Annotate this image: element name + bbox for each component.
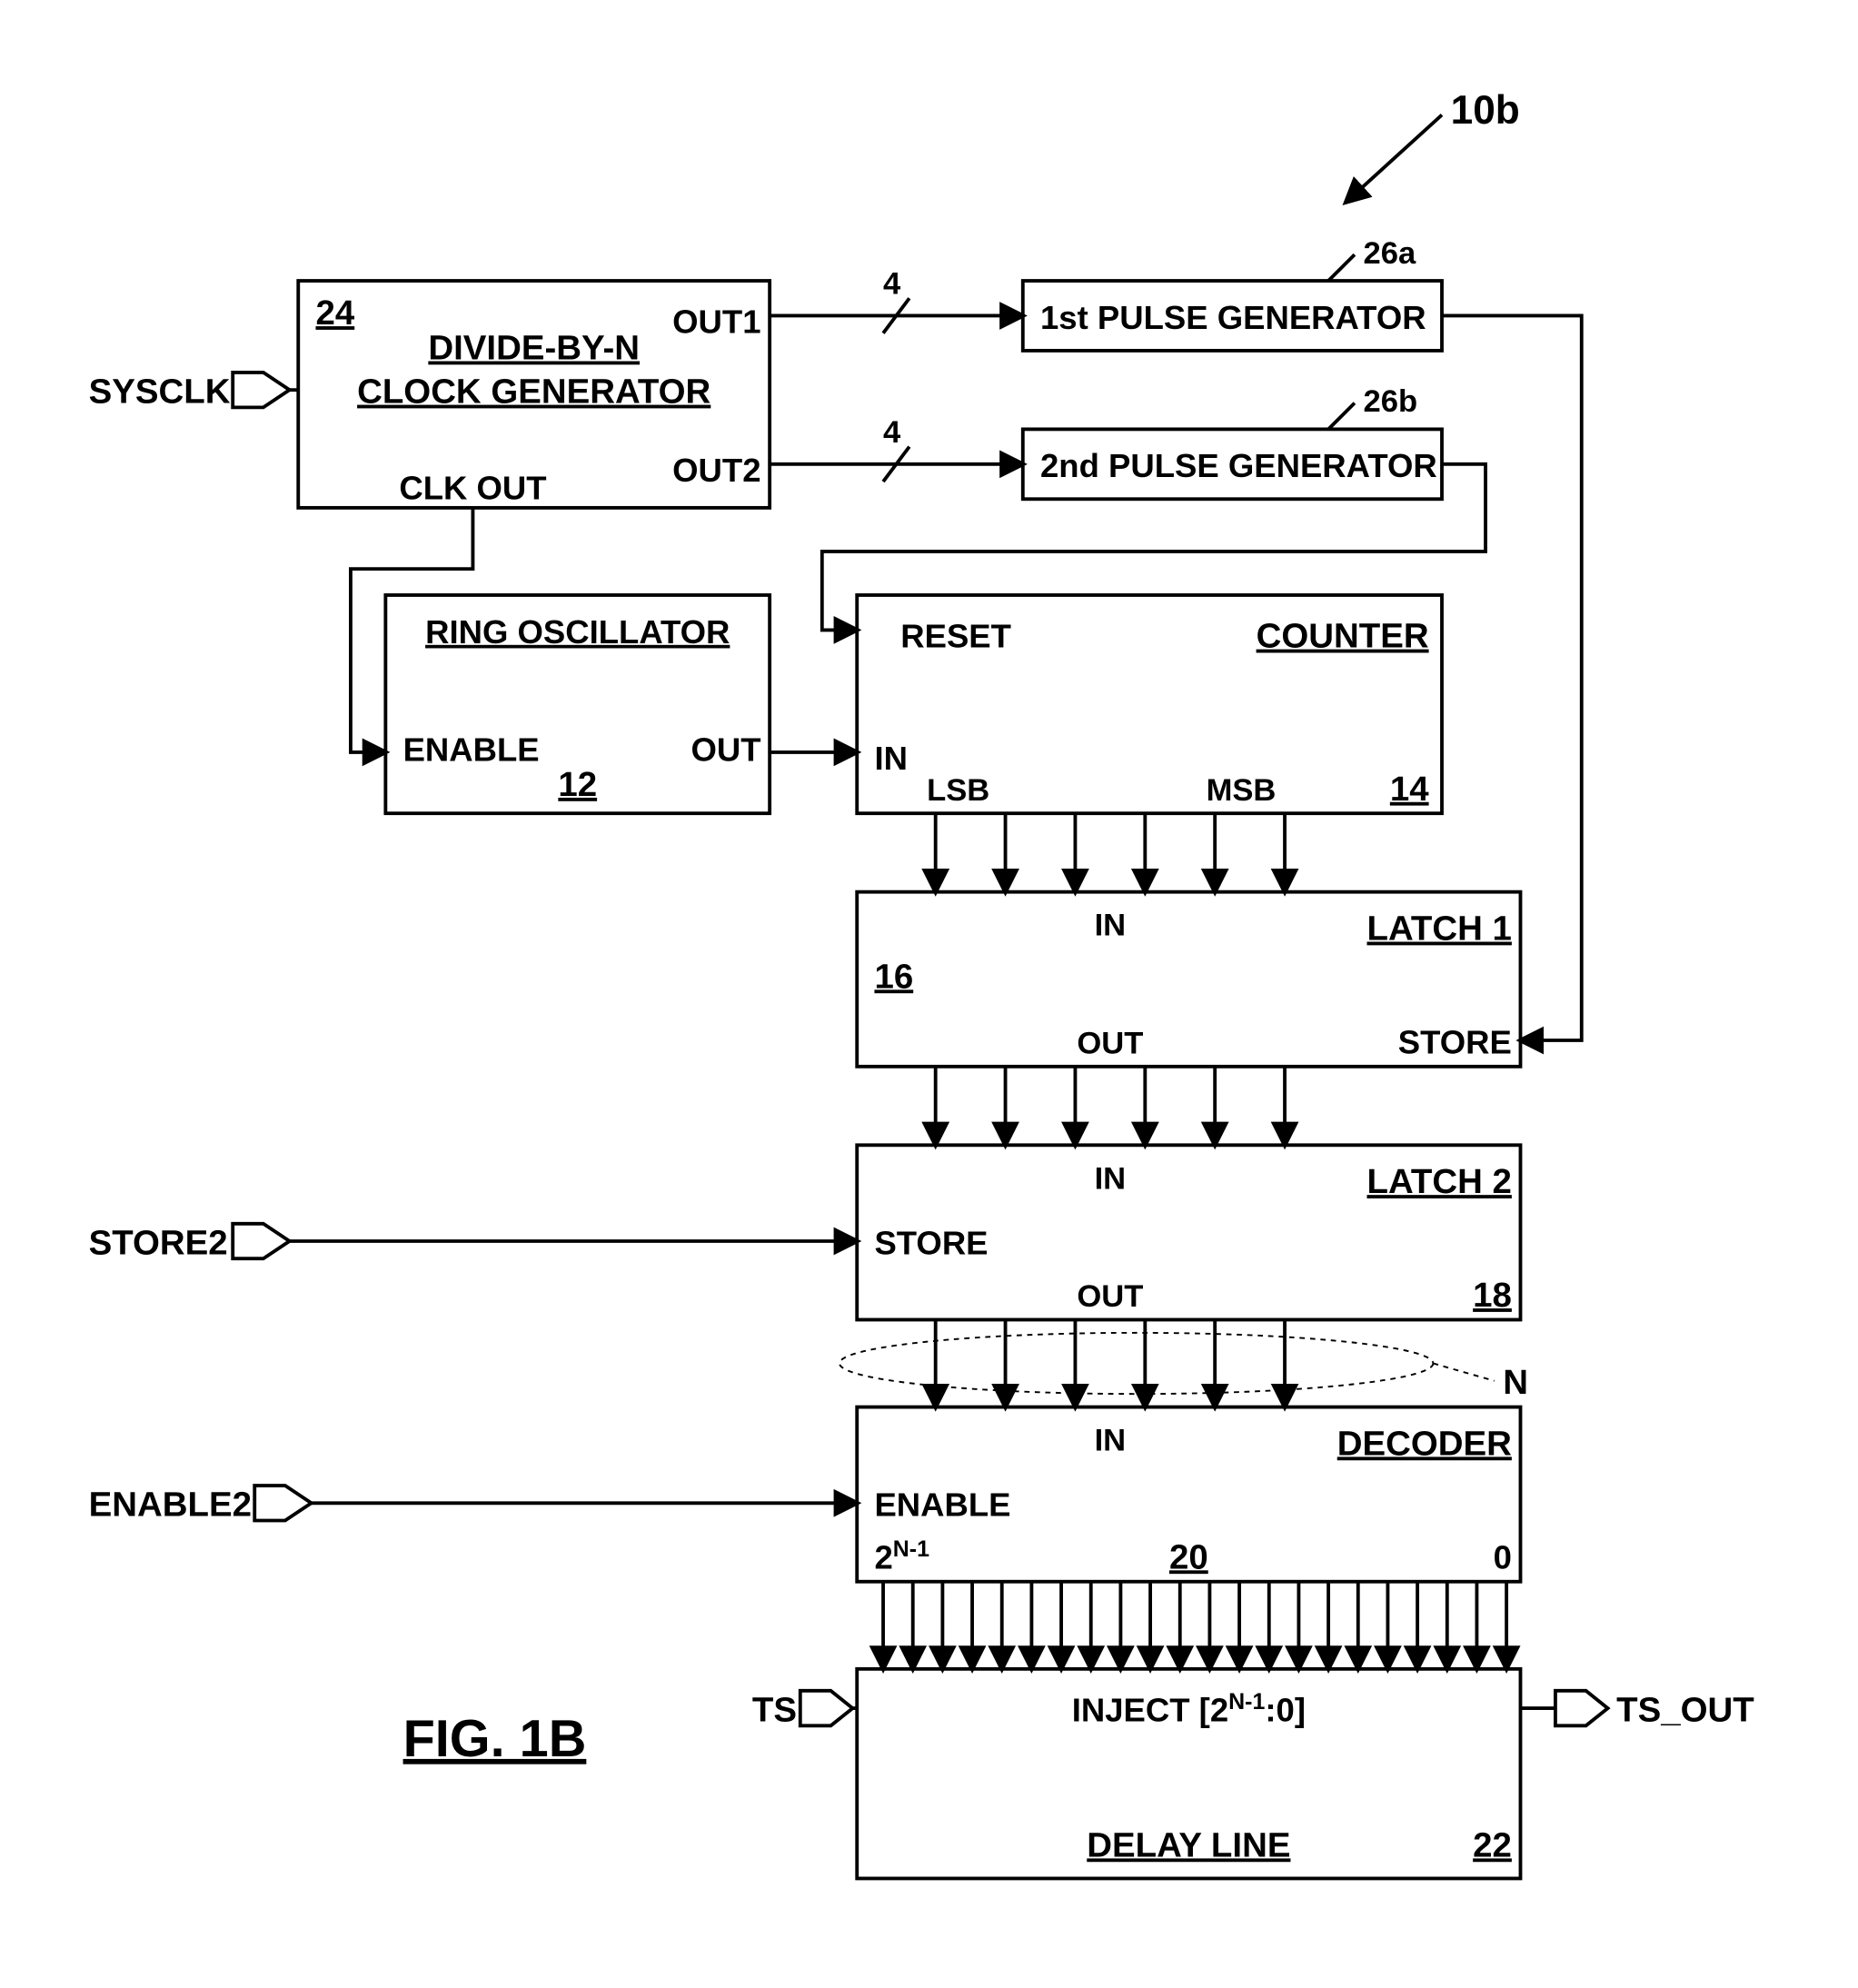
divider-ref: 24 [315,293,354,333]
counter-to-latch1-arrows [936,813,1285,891]
latch2-in: IN [1095,1161,1127,1196]
ring-out: OUT [691,731,760,769]
ts-label: TS [752,1690,797,1729]
ring-enable: ENABLE [403,731,540,769]
divider-out1: OUT1 [672,303,760,341]
divider-out2: OUT2 [672,452,760,489]
latch1-out: OUT [1077,1026,1143,1060]
counter-lsb: LSB [927,773,989,808]
bus-n: N [1503,1363,1528,1402]
figure-label: FIG. 1B [403,1710,587,1768]
decoder-hi: 2 [874,1538,892,1575]
latch1-ref: 16 [874,957,913,996]
latch2-store: STORE [874,1224,988,1261]
latch1-store: STORE [1398,1023,1512,1060]
pg2-block: 2nd PULSE GENERATOR 26b [1023,384,1442,499]
sysclk-label: SYSCLK [89,373,231,412]
decoder-to-delay-arrows [883,1582,1506,1669]
delay-title: DELAY LINE [1087,1825,1290,1864]
delay-block: INJECT [2N-1:0] DELAY LINE 22 [857,1669,1520,1879]
counter-reset: RESET [900,618,1011,655]
latch2-title: LATCH 2 [1367,1162,1512,1201]
latch1-title: LATCH 1 [1367,910,1512,949]
tsout-pad: TS_OUT [1555,1690,1754,1729]
latch2-ref: 18 [1473,1276,1512,1315]
counter-block: COUNTER RESET IN LSB MSB 14 [857,595,1442,813]
latch2-block: IN LATCH 2 STORE OUT 18 [857,1145,1520,1319]
counter-msb: MSB [1207,773,1277,808]
delay-inject-l: INJECT [2 [1072,1691,1228,1728]
ring-title: RING OSCILLATOR [425,613,730,651]
enable2-label: ENABLE2 [89,1486,252,1525]
decoder-lo: 0 [1494,1538,1512,1575]
pg2-title: 2nd PULSE GENERATOR [1040,447,1437,484]
tsout-label: TS_OUT [1616,1690,1754,1729]
pg1-block: 1st PULSE GENERATOR 26a [1023,236,1442,351]
svg-text:INJECT [2N-1:0]: INJECT [2N-1:0] [1072,1689,1306,1728]
latch1-in: IN [1095,909,1127,943]
delay-inject-exp: N-1 [1228,1689,1265,1715]
delay-inject-r: :0] [1265,1691,1306,1728]
counter-ref: 14 [1390,770,1429,809]
ts-pad: TS [752,1690,853,1729]
counter-in: IN [874,740,908,777]
latch1-to-latch2-arrows [936,1067,1285,1145]
latch2-out: OUT [1077,1279,1143,1314]
pg1-title: 1st PULSE GENERATOR [1040,299,1426,336]
counter-title: COUNTER [1257,617,1429,656]
decoder-hi-exp: N-1 [893,1536,929,1562]
divider-clkout: CLK OUT [399,469,546,506]
bus4-b: 4 [883,415,901,450]
decoder-in: IN [1095,1424,1127,1458]
enable2-pad: ENABLE2 [89,1486,312,1525]
divider-title-1: DIVIDE-BY-N [428,329,640,368]
store2-label: STORE2 [89,1223,228,1262]
pg1-ref: 26a [1364,236,1416,271]
delay-ref: 22 [1473,1825,1512,1864]
decoder-block: IN DECODER ENABLE 2N-1 20 0 [857,1407,1520,1582]
svg-text:2N-1: 2N-1 [874,1536,929,1575]
store2-pad: STORE2 [89,1223,290,1262]
ring-block: RING OSCILLATOR ENABLE 12 OUT [385,595,770,813]
pg2-ref: 26b [1364,384,1418,419]
decoder-enable: ENABLE [874,1486,1010,1524]
ref-10b: 10b [1451,88,1520,133]
latch1-block: IN LATCH 1 16 OUT STORE [857,892,1520,1067]
ring-ref: 12 [558,765,597,804]
divider-title-2: CLOCK GENERATOR [357,373,710,412]
bus4-a: 4 [883,266,901,301]
block-diagram: 10b 24 DIVIDE-BY-N CLOCK GENERATOR OUT1 … [36,36,1822,1946]
divider-block: 24 DIVIDE-BY-N CLOCK GENERATOR OUT1 OUT2… [298,281,770,508]
decoder-ref: 20 [1169,1537,1208,1576]
decoder-title: DECODER [1337,1424,1512,1463]
sysclk-pad: SYSCLK [89,373,290,412]
